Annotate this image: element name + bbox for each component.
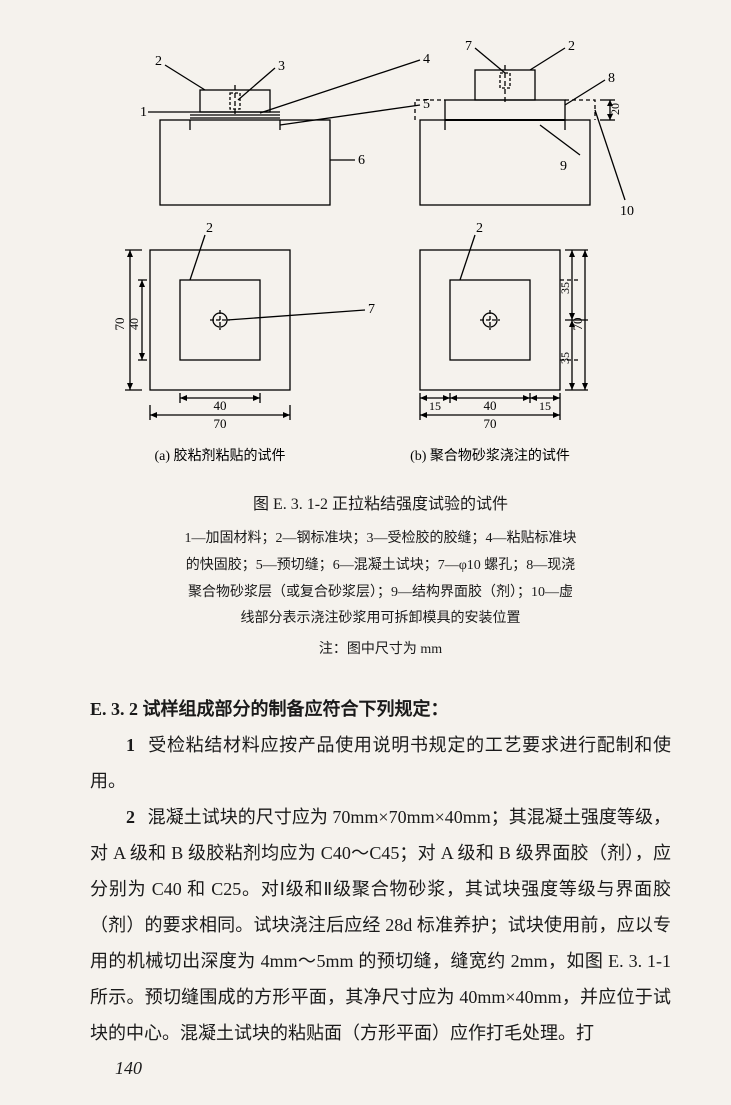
legend-line-4: 线部分表示浇注砂浆用可拆卸模具的安装位置 [90, 606, 671, 633]
para-1-text: 受检粘结材料应按产品使用说明书规定的工艺要求进行配制和使用。 [90, 735, 671, 791]
legend-line-2: 的快固胶；5—预切缝；6—混凝土试块；7—φ10 螺孔；8—现浇 [90, 553, 671, 580]
callout-2b: 2 [568, 39, 575, 54]
callout-9: 9 [560, 159, 567, 174]
sublabel-a: (a) 胶粘剂粘贴的试件 [154, 447, 285, 464]
legend-line-1: 1—加固材料；2—钢标准块；3—受检胶的胶缝；4—粘贴标准块 [90, 526, 671, 553]
dim-15-b1: 15 [429, 399, 441, 413]
callout-7a: 7 [465, 39, 472, 54]
figure-diagram: 1 2 3 4 5 6 [90, 30, 671, 480]
para-2-text: 混凝土试块的尺寸应为 70mm×70mm×40mm；其混凝土强度等级，对 A 级… [90, 807, 671, 1043]
dim-70-b2: 70 [484, 416, 497, 431]
figure-note: 注：图中尺寸为 mm [90, 637, 671, 664]
section-heading: E. 3. 2 试样组成部分的制备应符合下列规定： [90, 691, 671, 727]
callout-1: 1 [140, 105, 147, 120]
dim-70-r2: 70 [570, 318, 585, 331]
callout-2d: 2 [476, 221, 483, 236]
callout-4: 4 [423, 52, 430, 67]
dim-40-b2: 40 [484, 398, 497, 413]
para-2: 2混凝土试块的尺寸应为 70mm×70mm×40mm；其混凝土强度等级，对 A … [90, 799, 671, 1051]
callout-7b: 7 [368, 302, 375, 317]
legend-line-3: 聚合物砂浆层（或复合砂浆层）；9—结构界面胶（剂）；10—虚 [90, 580, 671, 607]
dim-20: 20 [608, 103, 622, 115]
callout-10: 10 [620, 204, 634, 219]
dim-70-l1: 70 [112, 318, 127, 331]
callout-2a: 2 [155, 54, 162, 69]
para-1: 1受检粘结材料应按产品使用说明书规定的工艺要求进行配制和使用。 [90, 727, 671, 799]
figure-title: 图 E. 3. 1-2 正拉粘结强度试验的试件 [90, 490, 671, 520]
sublabel-b: (b) 聚合物砂浆浇注的试件 [410, 448, 570, 464]
dim-35-r2: 35 [558, 352, 572, 364]
body-text: E. 3. 2 试样组成部分的制备应符合下列规定： 1受检粘结材料应按产品使用说… [90, 691, 671, 1051]
page-number: 140 [115, 1058, 142, 1079]
callout-8: 8 [608, 71, 615, 86]
callout-3: 3 [278, 59, 285, 74]
para-1-num: 1 [126, 735, 135, 755]
dim-35-r1: 35 [558, 282, 572, 294]
callout-6: 6 [358, 153, 365, 168]
figure-legend: 1—加固材料；2—钢标准块；3—受检胶的胶缝；4—粘贴标准块 的快固胶；5—预切… [90, 526, 671, 632]
dim-40-b1: 40 [214, 398, 227, 413]
para-2-num: 2 [126, 807, 135, 827]
dim-15-b2: 15 [539, 399, 551, 413]
dim-70-b1: 70 [214, 416, 227, 431]
dim-40-l1: 40 [127, 318, 141, 330]
figure-caption: 图 E. 3. 1-2 正拉粘结强度试验的试件 1—加固材料；2—钢标准块；3—… [90, 490, 671, 663]
callout-2c: 2 [206, 221, 213, 236]
callout-5: 5 [423, 97, 430, 112]
